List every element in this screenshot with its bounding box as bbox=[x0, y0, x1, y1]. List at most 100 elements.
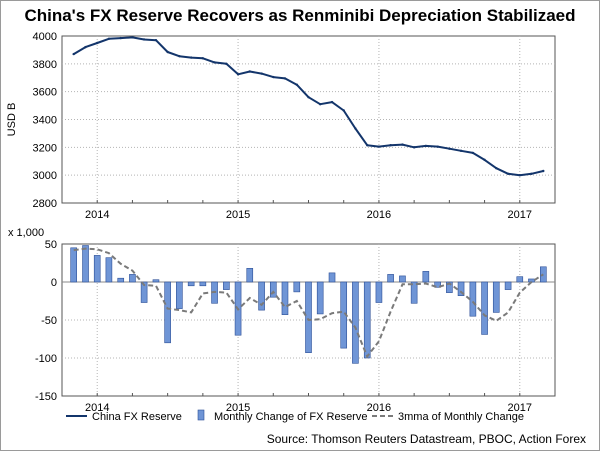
monthly-change-bar bbox=[540, 266, 547, 283]
fx-reserve-point bbox=[213, 61, 216, 64]
fx-reserve-point bbox=[72, 52, 75, 56]
fx-reserve-point bbox=[84, 45, 87, 49]
bottom-x-tick-label: 2014 bbox=[85, 402, 109, 414]
fx-reserve-point bbox=[459, 149, 463, 153]
fx-reserve-line bbox=[73, 36, 544, 177]
monthly-change-bar bbox=[399, 275, 406, 283]
top-y-tick-label: 2800 bbox=[33, 198, 57, 210]
fx-reserve-point bbox=[272, 75, 275, 79]
top-y-tick-label: 4000 bbox=[33, 31, 57, 43]
bottom-x-tick-label: 2016 bbox=[367, 402, 391, 414]
fx-reserve-point bbox=[225, 62, 228, 66]
monthly-change-bar bbox=[481, 281, 488, 335]
top-y-tick-label: 3200 bbox=[33, 142, 57, 154]
monthly-change-bar bbox=[152, 279, 160, 283]
fx-reserve-point bbox=[131, 36, 134, 39]
bottom-y-tick-label: 0 bbox=[51, 277, 57, 289]
fx-reserve-point bbox=[436, 145, 439, 148]
monthly-change-bar bbox=[187, 281, 195, 287]
fx-reserve-point bbox=[107, 37, 111, 40]
fx-reserve-point bbox=[354, 127, 357, 130]
monthly-change-bar bbox=[316, 281, 324, 315]
monthly-change-bar bbox=[516, 276, 524, 283]
bottom-y-tick-label: 50 bbox=[45, 239, 57, 251]
monthly-change-bar bbox=[281, 281, 289, 315]
fx-reserve-point bbox=[401, 143, 404, 146]
bottom-y-axis-label: x 1,000 bbox=[8, 227, 44, 239]
legend-item-monthly-change: Monthly Change of FX Reserve bbox=[214, 411, 367, 423]
monthly-change-bar bbox=[246, 268, 254, 283]
fx-reserve-point bbox=[342, 109, 345, 112]
monthly-change-bar bbox=[164, 281, 171, 344]
legend-item-3mma: 3mma of Monthly Change bbox=[398, 411, 524, 423]
top-y-tick-label: 3800 bbox=[33, 59, 57, 71]
fx-reserve-point bbox=[483, 158, 486, 162]
fx-reserve-point bbox=[542, 169, 545, 173]
bottom-y-tick-label: -150 bbox=[35, 391, 57, 403]
fx-reserve-point bbox=[530, 172, 533, 175]
top-y-axis-label: USD B bbox=[6, 103, 18, 137]
monthly-change-bar bbox=[258, 281, 265, 311]
monthly-change-bar bbox=[328, 272, 336, 283]
bottom-x-tick-label: 2015 bbox=[226, 402, 250, 414]
monthly-change-bar bbox=[492, 281, 500, 313]
monthly-change-bar bbox=[93, 255, 101, 283]
fx-reserve-point bbox=[178, 54, 181, 58]
fx-reserve-point bbox=[448, 147, 451, 150]
fx-reserve-point bbox=[295, 83, 299, 86]
fx-reserve-point bbox=[412, 146, 416, 149]
fx-reserve-point bbox=[119, 36, 122, 40]
fx-reserve-point bbox=[307, 96, 310, 99]
fx-reserve-point bbox=[366, 144, 369, 147]
fx-reserve-point bbox=[96, 41, 99, 45]
monthly-change-bar bbox=[117, 277, 125, 283]
monthly-change-bar bbox=[305, 281, 312, 353]
monthly-change-bar bbox=[352, 281, 359, 364]
monthly-change-bar bbox=[105, 257, 113, 283]
fx-reserve-point bbox=[330, 100, 334, 104]
top-y-tick-label: 3600 bbox=[33, 87, 57, 99]
top-x-tick-label: 2017 bbox=[508, 209, 532, 221]
bottom-y-tick-label: -100 bbox=[35, 353, 57, 365]
fx-reserve-point bbox=[518, 173, 521, 177]
fx-reserve-point bbox=[495, 167, 498, 170]
fx-reserve-point bbox=[377, 145, 381, 148]
fx-reserve-point bbox=[236, 73, 240, 76]
chart-title: China's FX Reserve Recovers as Renminibi… bbox=[24, 6, 576, 25]
fx-reserve-point bbox=[201, 57, 205, 60]
top-y-tick-label: 3000 bbox=[33, 170, 57, 182]
legend-bar-swatch bbox=[197, 409, 205, 421]
fx-reserve-point bbox=[248, 70, 251, 73]
fx-reserve-point bbox=[260, 72, 263, 75]
monthly-change-bar bbox=[140, 281, 148, 303]
monthly-change-bar bbox=[363, 281, 371, 359]
bottom-y-tick-label: -50 bbox=[41, 315, 57, 327]
monthly-change-bar bbox=[70, 247, 77, 283]
source-note: Source: Thomson Reuters Datastream, PBOC… bbox=[266, 432, 586, 446]
monthly-change-bar bbox=[446, 281, 453, 293]
fx-reserve-point bbox=[318, 102, 322, 106]
fx-reserve-point bbox=[283, 77, 287, 80]
monthly-change-bar bbox=[176, 281, 183, 309]
fx-reserve-point bbox=[471, 151, 475, 155]
monthly-change-bar bbox=[422, 271, 430, 283]
monthly-change-bar bbox=[387, 274, 394, 283]
monthly-change-bar bbox=[434, 281, 441, 288]
bottom-x-tick-label: 2017 bbox=[508, 402, 532, 414]
fx-reserve-point bbox=[154, 38, 158, 42]
monthly-change-bar bbox=[223, 281, 230, 290]
monthly-change-bar bbox=[129, 274, 136, 283]
legend-item-fx-reserve: China FX Reserve bbox=[92, 411, 182, 423]
fx-reserve-point bbox=[142, 38, 146, 41]
top-x-tick-label: 2016 bbox=[367, 209, 391, 221]
monthly-change-bar bbox=[82, 245, 89, 283]
fx-reserve-point bbox=[166, 50, 169, 54]
monthly-change-bar bbox=[199, 281, 207, 287]
fx-reserve-point bbox=[189, 56, 193, 59]
monthly-change-bar bbox=[293, 281, 301, 293]
fx-reserve-point bbox=[506, 172, 510, 175]
three-mma-line bbox=[73, 247, 544, 359]
top-x-tick-label: 2014 bbox=[85, 209, 109, 221]
